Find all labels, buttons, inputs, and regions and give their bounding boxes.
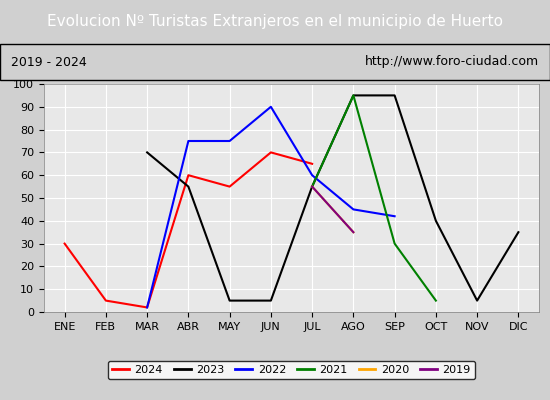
Text: http://www.foro-ciudad.com: http://www.foro-ciudad.com — [365, 56, 539, 68]
Text: 2019 - 2024: 2019 - 2024 — [11, 56, 87, 68]
Text: Evolucion Nº Turistas Extranjeros en el municipio de Huerto: Evolucion Nº Turistas Extranjeros en el … — [47, 14, 503, 29]
Legend: 2024, 2023, 2022, 2021, 2020, 2019: 2024, 2023, 2022, 2021, 2020, 2019 — [108, 360, 475, 380]
